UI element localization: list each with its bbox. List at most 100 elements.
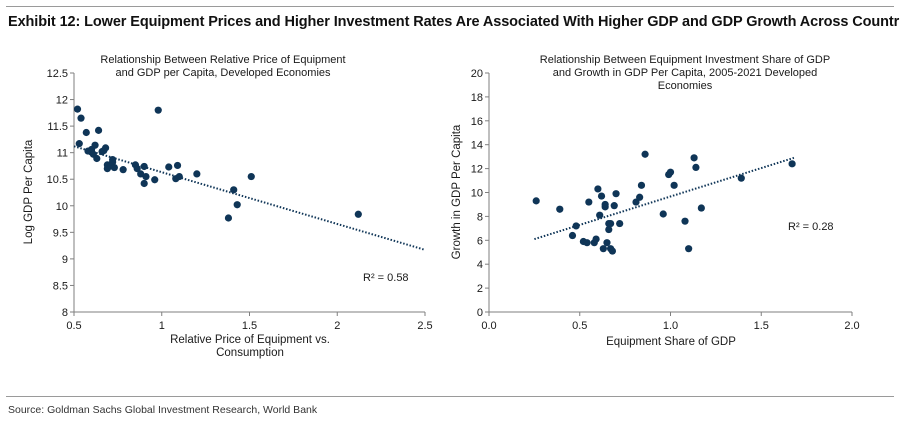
data-point [603, 239, 611, 247]
data-point [568, 231, 577, 240]
y-tick-label: 20 [471, 68, 483, 80]
y-tick-label: 9 [62, 254, 68, 266]
data-point [91, 141, 99, 149]
data-point [599, 245, 607, 253]
x-tick-label: 2.0 [844, 320, 859, 332]
data-point [82, 128, 90, 137]
data-point [193, 170, 201, 178]
data-point [685, 245, 693, 253]
data-point [608, 247, 617, 255]
exhibit-title: Exhibit 12: Lower Equipment Prices and H… [8, 14, 900, 30]
data-point [692, 163, 700, 172]
data-point [697, 204, 705, 212]
data-point [354, 210, 362, 218]
data-point [659, 210, 667, 218]
y-tick-label: 6 [477, 235, 483, 247]
bottom-rule [6, 396, 894, 397]
y-tick-label: 8.5 [53, 280, 68, 292]
data-point [140, 179, 148, 188]
y-tick-label: 14 [471, 140, 483, 152]
data-point [151, 176, 159, 184]
x-tick-label: 1.5 [754, 320, 769, 332]
data-point [636, 193, 644, 201]
r-squared-label: R² = 0.58 [363, 272, 409, 284]
data-point [77, 114, 85, 122]
data-point [737, 174, 745, 182]
data-point [133, 165, 141, 173]
data-point [681, 217, 689, 225]
data-point [612, 190, 620, 198]
data-point [73, 105, 82, 113]
data-point [110, 163, 118, 172]
data-point [594, 185, 602, 193]
data-point [230, 186, 238, 194]
data-point [610, 202, 618, 210]
data-point [597, 192, 606, 200]
y-tick-label: 8 [477, 211, 483, 223]
data-point [583, 239, 591, 247]
chart-title-line: Economies [658, 80, 713, 92]
data-point [175, 172, 183, 181]
data-point [601, 200, 609, 209]
chart-title-line: and GDP per Capita, Developed Economies [115, 67, 331, 79]
x-tick-label: 0.5 [66, 320, 81, 332]
data-point [94, 126, 103, 134]
chart-title-line: Relationship Between Relative Price of E… [100, 54, 345, 66]
data-point [233, 201, 241, 209]
trendline [73, 145, 426, 251]
data-point [140, 162, 148, 171]
x-axis-label: Consumption [216, 347, 284, 359]
x-axis-label: Relative Price of Equipment vs. [170, 334, 330, 346]
data-point [224, 214, 233, 222]
data-point [637, 181, 646, 189]
y-tick-label: 11.5 [47, 121, 68, 133]
y-tick-label: 9.5 [53, 227, 68, 239]
chart-title-line: and Growth in GDP Per Capita, 2005-2021 … [553, 67, 818, 79]
y-tick-label: 16 [471, 116, 483, 128]
chart-equipment-share-vs-growth: Relationship Between Equipment Investmen… [451, 54, 860, 348]
data-point [119, 166, 127, 174]
data-point [690, 154, 698, 162]
x-tick-label: 0.0 [481, 320, 496, 332]
data-point [605, 225, 613, 234]
y-axis-label: Growth in GDP Per Capita [451, 124, 463, 259]
data-point [75, 140, 83, 148]
y-tick-label: 8 [62, 307, 68, 319]
r-squared-label: R² = 0.28 [788, 221, 834, 233]
data-point [532, 197, 540, 205]
y-tick-label: 10 [56, 201, 68, 213]
chart-title-line: Relationship Between Equipment Investmen… [540, 54, 830, 66]
data-point [788, 160, 796, 168]
y-tick-label: 0 [477, 307, 483, 319]
data-point [247, 172, 255, 181]
data-point [616, 219, 624, 228]
x-tick-label: 1 [159, 320, 165, 332]
y-tick-label: 12 [471, 164, 483, 176]
y-tick-label: 2 [477, 283, 483, 295]
x-tick-label: 1.0 [663, 320, 678, 332]
data-point [142, 172, 150, 181]
data-point [670, 181, 678, 189]
x-tick-label: 1.5 [242, 320, 257, 332]
data-point [165, 163, 173, 171]
x-axis-label: Equipment Share of GDP [606, 336, 736, 348]
data-point [572, 222, 580, 230]
y-tick-label: 18 [471, 92, 483, 104]
data-point [592, 235, 600, 243]
data-point [666, 168, 675, 176]
chart-equipment-price-vs-gdp: Relationship Between Relative Price of E… [23, 54, 433, 359]
y-tick-label: 4 [477, 259, 483, 271]
data-point [596, 211, 604, 219]
top-rule [6, 6, 894, 7]
data-point [641, 150, 649, 158]
y-axis-label: Log GDP Per Capita [23, 139, 35, 244]
x-tick-label: 2.5 [417, 320, 432, 332]
data-point [101, 144, 110, 152]
source-note: Source: Goldman Sachs Global Investment … [8, 404, 318, 416]
data-point [585, 198, 593, 206]
data-point [607, 219, 615, 228]
trendline [534, 156, 795, 241]
y-tick-label: 12.5 [47, 68, 68, 80]
data-point [173, 161, 182, 170]
y-tick-label: 11 [57, 148, 68, 160]
